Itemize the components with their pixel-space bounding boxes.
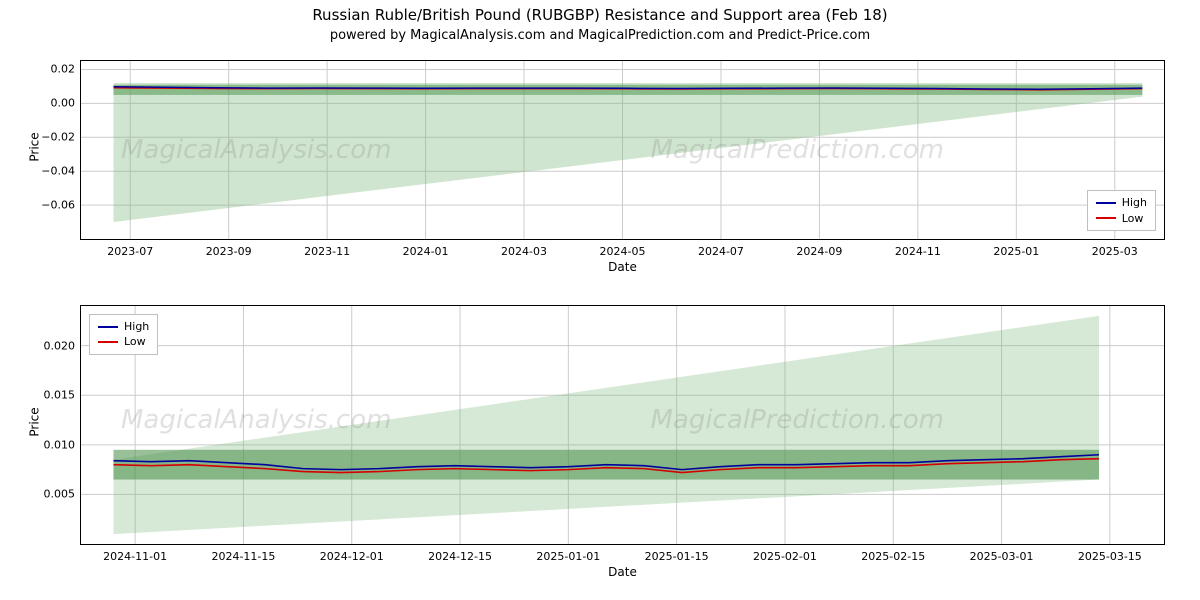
x-tick-label: 2025-03-15 [1078,544,1142,563]
y-tick-label: 0.020 [44,339,82,352]
x-tick-label: 2024-11 [895,239,941,258]
x-tick-label: 2024-05 [600,239,646,258]
x-tick-label: 2023-07 [107,239,153,258]
top-chart-xlabel: Date [80,260,1165,274]
legend-item: Low [98,334,149,349]
y-tick-label: −0.06 [41,199,81,212]
x-tick-label: 2024-07 [698,239,744,258]
y-tick-label: −0.04 [41,165,81,178]
watermark-right: MagicalPrediction.com [650,135,944,165]
x-tick-label: 2023-11 [304,239,350,258]
top-chart-ylabel: Price [28,132,42,161]
chart-title: Russian Ruble/British Pound (RUBGBP) Res… [0,0,1200,24]
watermark-left-2: MagicalAnalysis.com [121,405,391,435]
x-tick-label: 2024-09 [796,239,842,258]
x-tick-label: 2025-01 [993,239,1039,258]
x-tick-label: 2024-11-01 [103,544,167,563]
y-tick-label: 0.02 [51,63,82,76]
x-tick-label: 2025-01-15 [645,544,709,563]
legend-label: High [1122,195,1147,210]
x-tick-label: 2025-01-01 [536,544,600,563]
legend-item: High [1096,195,1147,210]
y-tick-label: 0.015 [44,389,82,402]
legend-label: High [124,319,149,334]
legend-swatch [98,341,118,343]
x-tick-label: 2024-03 [501,239,547,258]
bottom-chart-legend: HighLow [89,314,158,355]
chart-subtitle: powered by MagicalAnalysis.com and Magic… [0,24,1200,43]
legend-label: Low [1122,211,1144,226]
x-tick-label: 2024-01 [403,239,449,258]
figure-container: Russian Ruble/British Pound (RUBGBP) Res… [0,0,1200,600]
watermark-right-2: MagicalPrediction.com [650,405,944,435]
y-tick-label: 0.005 [44,488,82,501]
legend-swatch [1096,202,1116,204]
watermark-left: MagicalAnalysis.com [121,135,391,165]
y-tick-label: 0.010 [44,438,82,451]
bottom-chart-ylabel: Price [28,407,42,436]
y-tick-label: −0.02 [41,131,81,144]
x-tick-label: 2025-02-15 [861,544,925,563]
y-tick-label: 0.00 [51,97,82,110]
top-chart-panel: MagicalAnalysis.com MagicalPrediction.co… [80,60,1165,240]
legend-item: High [98,319,149,334]
x-tick-label: 2024-12-15 [428,544,492,563]
legend-swatch [1096,217,1116,219]
x-tick-label: 2025-03 [1092,239,1138,258]
x-tick-label: 2025-03-01 [970,544,1034,563]
bottom-chart-xlabel: Date [80,565,1165,579]
x-tick-label: 2023-09 [206,239,252,258]
legend-swatch [98,326,118,328]
legend-item: Low [1096,211,1147,226]
x-tick-label: 2025-02-01 [753,544,817,563]
x-tick-label: 2024-12-01 [320,544,384,563]
bottom-chart-panel: MagicalAnalysis.com MagicalPrediction.co… [80,305,1165,545]
x-tick-label: 2024-11-15 [211,544,275,563]
top-chart-legend: HighLow [1087,190,1156,231]
legend-label: Low [124,334,146,349]
